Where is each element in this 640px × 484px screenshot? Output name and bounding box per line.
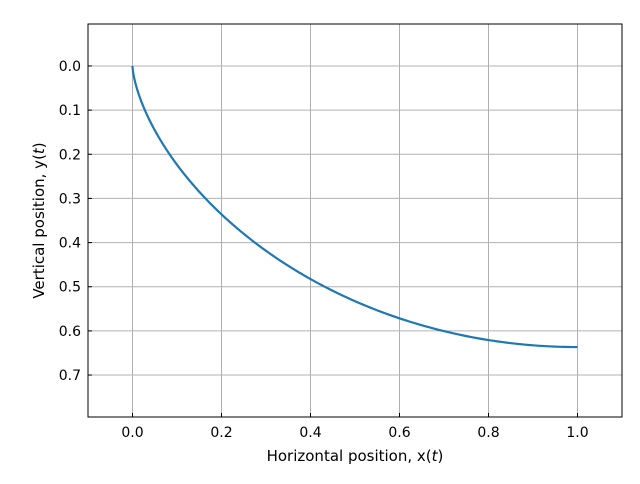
- y-tick-label: 0.7: [59, 368, 81, 384]
- x-axis-label: Horizontal position, x(t): [267, 447, 444, 465]
- y-axis-label: Vertical position, y(t): [30, 142, 48, 298]
- y-tick-label: 0.0: [59, 59, 81, 75]
- x-tick-label: 1.0: [566, 425, 588, 441]
- x-axis-label-math-prefix: x(: [417, 447, 432, 465]
- x-tick-label: 0.6: [388, 425, 410, 441]
- x-tick-label: 0.2: [210, 425, 232, 441]
- y-axis-label-math-var: t: [30, 147, 48, 154]
- x-tick-label: 0.0: [121, 425, 143, 441]
- y-axis-label-text: Vertical position,: [30, 169, 48, 299]
- y-tick-label: 0.3: [59, 191, 81, 207]
- x-axis-label-text: Horizontal position,: [267, 447, 417, 465]
- y-tick-label: 0.1: [59, 103, 81, 119]
- plot-frame: [87, 23, 623, 418]
- y-tick-label: 0.5: [59, 280, 81, 296]
- x-axis-label-math-var: t: [432, 447, 439, 465]
- y-axis-label-math-prefix: y(: [30, 154, 48, 169]
- x-tick-label: 0.4: [299, 425, 321, 441]
- x-tick-label: 0.8: [477, 425, 499, 441]
- y-axis-label-math-suffix: ): [30, 142, 48, 148]
- axis-tick-labels: 0.0 0.2 0.4 0.6 0.8 1.0 0.0 0.1 0.2 0.3 0.4 0.5 0.6 0…: [59, 59, 589, 441]
- axis-ticks: [88, 65, 578, 417]
- y-tick-label: 0.4: [59, 236, 81, 252]
- grid-lines: [88, 24, 622, 417]
- series-layer: [131, 64, 578, 349]
- y-tick-label: 0.6: [59, 324, 81, 340]
- y-tick-label: 0.2: [59, 147, 81, 163]
- x-axis-label-math-suffix: ): [438, 447, 444, 465]
- series-line: [131, 64, 578, 349]
